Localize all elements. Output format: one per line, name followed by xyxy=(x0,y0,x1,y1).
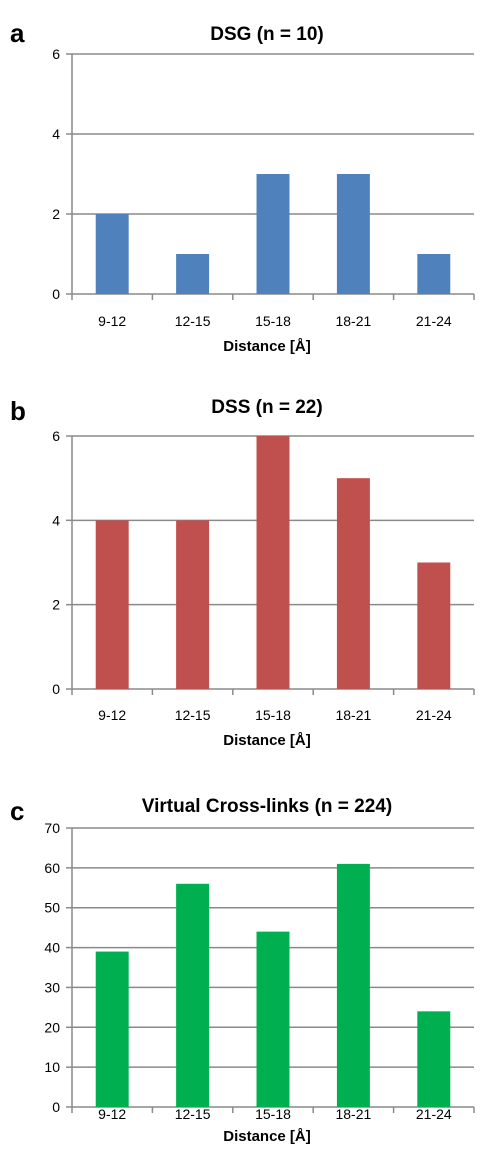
chart-a-bar-21-24 xyxy=(417,254,450,294)
chart-c-x-tick-label: 15-18 xyxy=(255,1106,291,1122)
chart-a-y-tick-label: 0 xyxy=(52,286,60,302)
chart-c-panel-letter: c xyxy=(10,796,24,826)
chart-b-x-axis-title: Distance [Å] xyxy=(223,732,311,749)
chart-c-y-tick-label: 0 xyxy=(52,1099,60,1115)
chart-c-x-axis-title: Distance [Å] xyxy=(223,1128,311,1145)
chart-b-y-tick-label: 4 xyxy=(52,512,60,528)
chart-c-x-tick-label: 9-12 xyxy=(98,1106,126,1122)
chart-b-bar-12-15 xyxy=(176,520,209,689)
chart-b-bar-15-18 xyxy=(257,436,290,689)
chart-c-y-tick-label: 10 xyxy=(44,1059,60,1075)
chart-b-title: DSS (n = 22) xyxy=(211,397,322,418)
chart-a-y-tick-label: 4 xyxy=(52,126,60,142)
chart-c-y-tick-label: 20 xyxy=(44,1019,60,1035)
chart-a-bar-12-15 xyxy=(176,254,209,294)
chart-c-y-tick-label: 40 xyxy=(44,940,60,956)
chart-c-y-tick-label: 30 xyxy=(44,979,60,995)
chart-c-x-tick-label: 12-15 xyxy=(175,1106,211,1122)
chart-c-title: Virtual Cross-links (n = 224) xyxy=(142,796,392,817)
chart-c-bar-9-12 xyxy=(96,952,129,1107)
chart-c-bar-18-21 xyxy=(337,864,370,1107)
chart-c-bar-21-24 xyxy=(417,1011,450,1107)
chart-b-x-tick-label: 12-15 xyxy=(175,707,211,723)
chart-c-y-tick-label: 50 xyxy=(44,900,60,916)
chart-a-y-tick-label: 2 xyxy=(52,206,60,222)
chart-a-bar-9-12 xyxy=(96,214,129,294)
chart-b-panel-letter: b xyxy=(10,396,26,426)
chart-c-bar-15-18 xyxy=(257,932,290,1107)
chart-c-y-tick-label: 60 xyxy=(44,860,60,876)
chart-b-x-tick-label: 18-21 xyxy=(335,707,371,723)
chart-c-bar-12-15 xyxy=(176,884,209,1107)
chart-a-y-tick-label: 6 xyxy=(52,46,60,62)
chart-a-x-tick-label: 12-15 xyxy=(175,313,211,329)
chart-a-x-axis-title: Distance [Å] xyxy=(223,338,311,355)
chart-a-x-tick-label: 21-24 xyxy=(416,313,452,329)
chart-a-title: DSG (n = 10) xyxy=(210,24,324,45)
chart-b-bar-21-24 xyxy=(417,563,450,690)
chart-a-panel-letter: a xyxy=(10,18,25,48)
chart-b-y-tick-label: 6 xyxy=(52,428,60,444)
chart-b-x-tick-label: 15-18 xyxy=(255,707,291,723)
chart-a-bar-15-18 xyxy=(257,174,290,294)
chart-b-y-tick-label: 2 xyxy=(52,597,60,613)
chart-b-x-tick-label: 9-12 xyxy=(98,707,126,723)
chart-a-x-tick-label: 18-21 xyxy=(335,313,371,329)
chart-c-x-tick-label: 18-21 xyxy=(335,1106,371,1122)
chart-a-x-tick-label: 15-18 xyxy=(255,313,291,329)
chart-b-x-tick-label: 21-24 xyxy=(416,707,452,723)
chart-b-bar-18-21 xyxy=(337,478,370,689)
chart-b-bar-9-12 xyxy=(96,520,129,689)
chart-a-x-tick-label: 9-12 xyxy=(98,313,126,329)
chart-c-y-tick-label: 70 xyxy=(44,820,60,836)
chart-b-y-tick-label: 0 xyxy=(52,681,60,697)
chart-c-x-tick-label: 21-24 xyxy=(416,1106,452,1122)
chart-a-bar-18-21 xyxy=(337,174,370,294)
